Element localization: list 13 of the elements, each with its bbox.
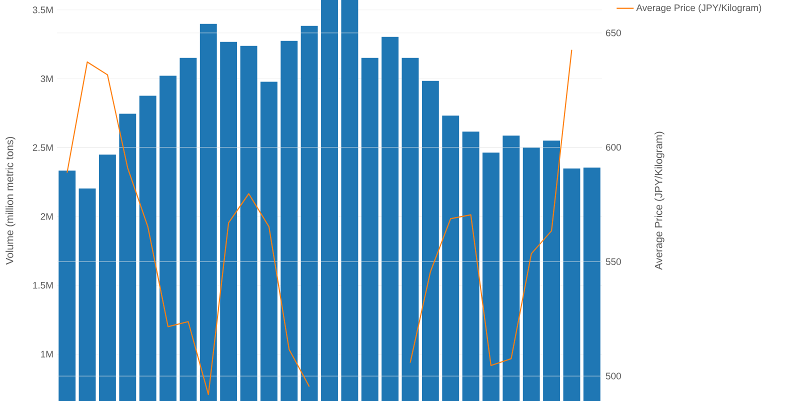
y-tick-label: 2M: [40, 213, 53, 220]
y-tick-label: 2.5M: [32, 144, 53, 151]
legend-label: Average Price (JPY/Kilogram): [636, 4, 762, 14]
y2-tick-label: 650: [606, 30, 621, 36]
y-tick-label: 3.5M: [32, 6, 53, 14]
y2-tick-label: 500: [606, 372, 621, 380]
y-tick-label: 3M: [40, 75, 53, 82]
y2-tick-label: 550: [606, 258, 621, 266]
y2-tick-label: 600: [606, 144, 621, 151]
y-tick-label: 1M: [41, 350, 53, 358]
y2-axis-title: Average Price (JPY/Kilogram): [654, 132, 664, 270]
y-tick-label: 1.5M: [33, 282, 53, 289]
y-axis-title: Volume (million metric tons): [6, 136, 16, 265]
